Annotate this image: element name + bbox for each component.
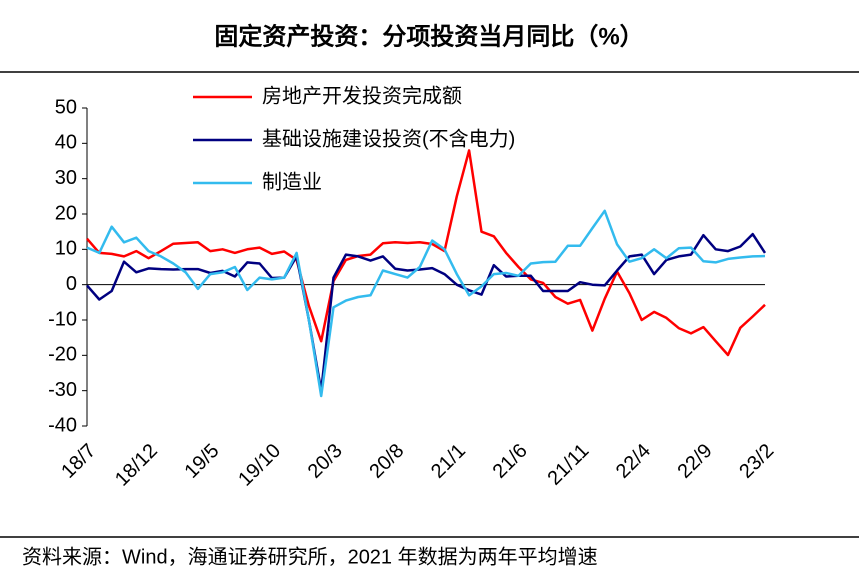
x-tick-label: 19/10 (234, 440, 285, 491)
y-tick-label: 20 (55, 202, 77, 224)
legend-label: 制造业 (262, 170, 322, 193)
x-tick-label: 20/8 (365, 440, 408, 483)
y-tick-label: 10 (55, 238, 77, 260)
x-tick-label: 18/7 (57, 440, 100, 483)
y-tick-label: -30 (48, 379, 77, 401)
x-tick-label: 20/3 (304, 440, 347, 483)
y-tick-label: 40 (55, 132, 77, 154)
x-tick-label: 21/11 (543, 440, 593, 490)
x-tick-label: 18/12 (111, 440, 162, 491)
y-tick-label: 50 (55, 96, 77, 118)
x-tick-label: 21/1 (427, 440, 470, 483)
x-tick-label: 19/5 (180, 440, 223, 483)
x-tick-label: 21/6 (489, 440, 532, 483)
source-note: 资料来源：Wind，海通证券研究所，2021 年数据为两年平均增速 (22, 545, 598, 568)
series-line (86, 209, 766, 398)
chart-title: 固定资产投资：分项投资当月同比（%） (214, 22, 643, 50)
y-tick-label: 0 (66, 273, 77, 295)
y-tick-label: -40 (48, 414, 77, 436)
x-tick-label: 22/4 (612, 440, 655, 483)
series-line (86, 232, 767, 392)
x-tick-label: 22/9 (674, 440, 717, 483)
series-line (86, 149, 766, 357)
y-tick-label: 30 (55, 167, 77, 189)
x-tick-label: 23/2 (735, 440, 778, 483)
legend-label: 房地产开发投资完成额 (262, 84, 462, 107)
y-tick-label: -20 (48, 344, 77, 366)
y-tick-label: -10 (48, 308, 77, 330)
legend-label: 基础设施建设投资(不含电力) (262, 127, 515, 150)
